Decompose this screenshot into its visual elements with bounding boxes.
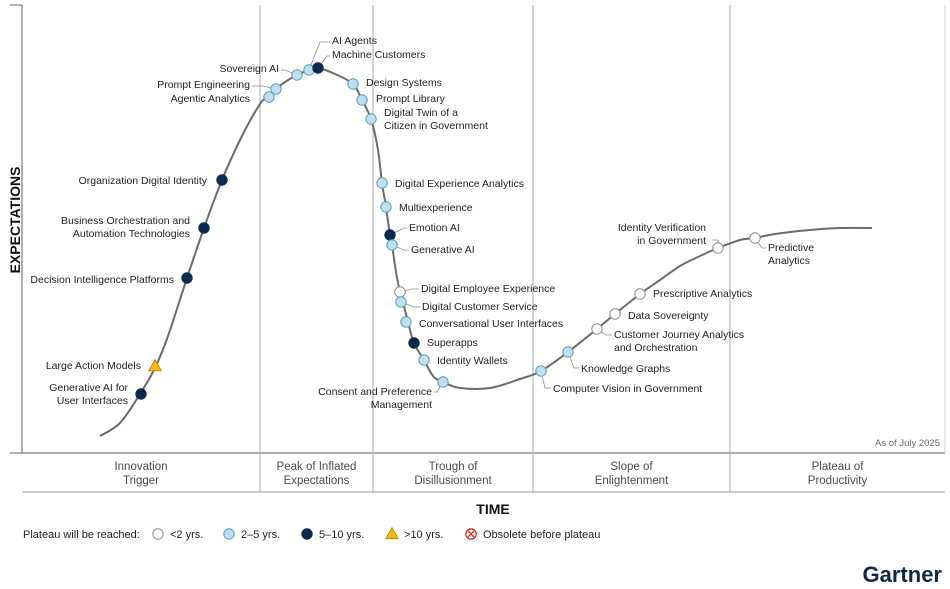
item-labels: Generative AI for User Interfaces Large Ac… [30,35,814,411]
item-marker [380,201,392,213]
plot-frame [10,4,946,493]
item-label: Sovereign AI [219,63,279,75]
item-label: Consent and Preference Management [318,386,432,411]
item-label: Organization Digital Identity [79,175,208,187]
legend-item: Obsolete before plateau [465,528,600,541]
item-marker [198,222,210,234]
item-marker [135,388,147,400]
phase-label: Trough of Disillusionment [414,461,492,487]
item-marker [270,83,282,95]
item-label: Decision Intelligence Platforms [30,274,174,286]
item-marker [394,286,406,298]
item-label: Customer Journey Analytics and Orchestrat… [614,329,744,354]
item-marker [749,232,761,244]
item-label: Emotion AI [409,222,460,234]
item-marker [216,174,228,186]
legend-label: Obsolete before plateau [483,529,600,541]
phase-labels: Innovation Trigger Peak of Inflated Expecta… [114,461,867,487]
legend-item: >10 yrs. [384,526,443,541]
legend-item: <2 yrs. [152,528,203,541]
y-axis-title: EXPECTATIONS [7,167,23,274]
item-label: Digital Employee Experience [421,283,555,295]
item-label: Conversational User Interfaces [419,318,563,330]
item-label: AI Agents [332,35,377,47]
item-label: Digital Experience Analytics [395,178,524,190]
item-marker [147,358,163,372]
item-marker [365,113,377,125]
item-marker [535,365,547,377]
item-label: Identity Wallets [437,355,508,367]
item-marker [437,376,449,388]
item-label: Knowledge Graphs [581,363,670,375]
item-label: Digital Twin of a Citizen in Government [384,107,488,132]
legend: <2 yrs. 2–5 yrs. 5–10 yrs. >10 yrs. Obsolete… [152,526,600,541]
legend-marker [465,528,477,540]
item-label: Data Sovereignty [628,310,709,322]
item-marker [384,229,396,241]
item-marker [291,69,303,81]
gartner-logo: Gartner [863,562,943,587]
item-marker [356,94,368,106]
item-label: Generative AI [411,244,475,256]
phase-label: Slope of Enlightenment [595,461,669,487]
legend-marker [301,528,313,540]
item-label: Predictive Analytics [768,242,814,267]
item-marker [386,239,398,251]
item-label: Computer Vision in Government [553,383,702,395]
legend-item: 2–5 yrs. [223,528,280,541]
item-marker [562,346,574,358]
item-marker [408,337,420,349]
item-label: Prompt Engineering [157,79,250,91]
item-marker [591,323,603,335]
item-label: Digital Customer Service [422,301,538,313]
legend-marker [223,528,235,540]
item-marker [395,296,407,308]
legend-marker [152,528,164,540]
item-marker [263,91,275,103]
item-marker [418,354,430,366]
as-of-date: As of July 2025 [875,438,940,449]
item-label: Agentic Analytics [171,93,250,105]
legend-title: Plateau will be reached: [23,529,140,541]
item-marker [312,62,324,74]
item-label: Business Orchestration and Automation Tec… [61,215,190,240]
phase-label: Plateau of Productivity [808,461,868,487]
item-label: Large Action Models [46,360,141,372]
leader-line [308,41,330,71]
item-label: Prescriptive Analytics [653,288,752,300]
legend-item: 5–10 yrs. [301,528,364,541]
hype-curve [99,66,873,437]
x-axis-title: TIME [476,501,509,517]
item-label: Design Systems [366,77,442,89]
legend-label: 2–5 yrs. [241,529,280,541]
item-label: Multiexperience [399,202,473,214]
item-label: Prompt Library [376,93,446,105]
item-marker [400,316,412,328]
item-marker [634,288,646,300]
item-marker [609,308,621,320]
phase-dividers [259,5,731,492]
item-marker [347,78,359,90]
item-marker [181,272,193,284]
phase-label: Peak of Inflated Expectations [277,461,357,487]
legend-marker [384,526,400,540]
leader-line [540,370,551,389]
item-label: Machine Customers [332,49,425,61]
item-marker [376,177,388,189]
item-label: Generative AI for User Interfaces [49,382,128,407]
phase-label: Innovation Trigger [114,461,167,487]
item-marker [712,242,724,254]
legend-label: >10 yrs. [404,529,443,541]
markers [135,62,761,400]
legend-label: 5–10 yrs. [319,529,364,541]
item-label: Identity Verification in Government [618,222,706,247]
legend-label: <2 yrs. [170,529,203,541]
item-label: Superapps [427,337,478,349]
